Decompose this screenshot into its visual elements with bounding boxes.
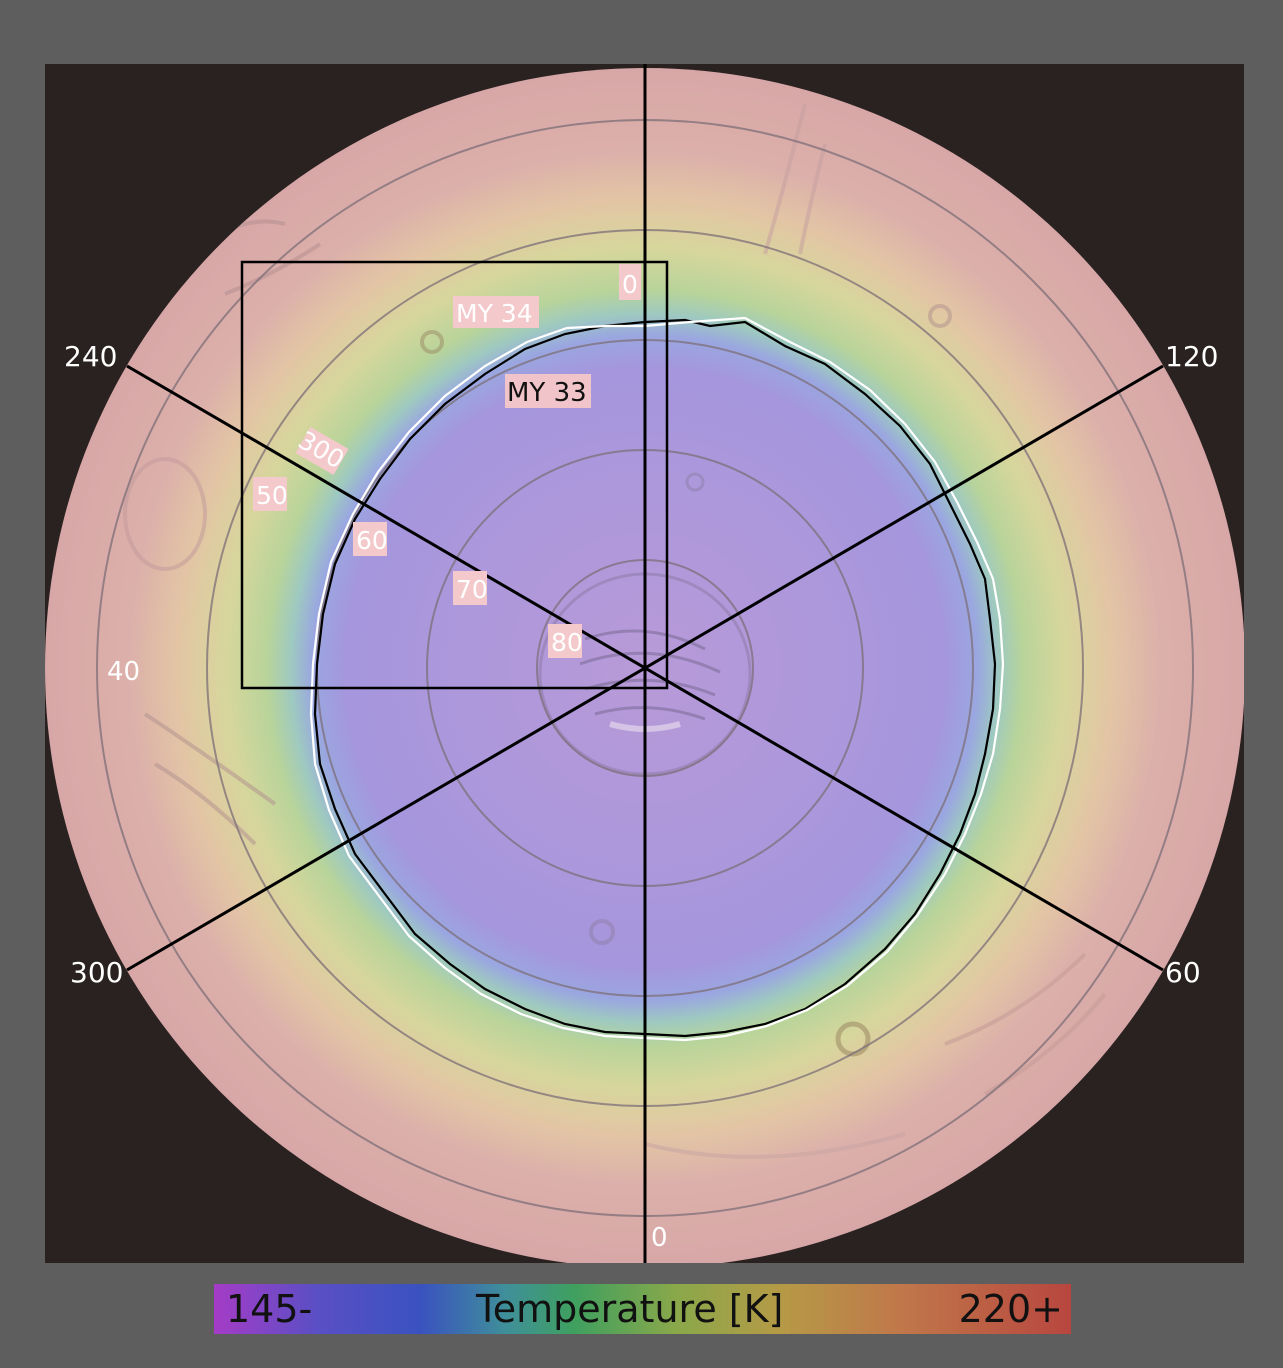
lat-label-40: 40	[107, 657, 140, 687]
lat-label-80: 80	[551, 628, 583, 657]
temperature-colorbar: 145- Temperature [K] 220+	[214, 1284, 1071, 1334]
inset-box	[240, 260, 669, 690]
lat-label-60: 60	[356, 526, 388, 555]
lon-label-0-bottom: 0	[651, 1223, 668, 1253]
contour-label-my33: MY 33	[507, 378, 587, 408]
colorbar-max-label: 220+	[958, 1287, 1063, 1331]
meridian-120-300	[126, 364, 1164, 972]
lon-label-120: 120	[1165, 340, 1219, 373]
colorbar-min-label: 145-	[226, 1287, 313, 1331]
lon-label-300: 300	[70, 956, 124, 989]
colorbar-title: Temperature [K]	[476, 1287, 784, 1331]
latitude-label-backgrounds	[253, 264, 641, 658]
polar-temperature-map: 50 60 70 80 40 0 300 MY 34 MY 33 0	[45, 64, 1244, 1263]
lon-label-240: 240	[64, 340, 118, 373]
meridian-lines	[126, 64, 1164, 1263]
lon-label-60: 60	[1165, 956, 1201, 989]
contour-label-my34: MY 34	[456, 299, 533, 328]
lat-label-50: 50	[256, 481, 288, 510]
contour-my34	[309, 316, 1005, 1042]
lat-label-70: 70	[456, 575, 488, 604]
terrain-texture	[123, 103, 1107, 1159]
map-canvas: 50 60 70 80 40 0 300 MY 34 MY 33 0	[45, 64, 1244, 1263]
contour-my33	[313, 318, 997, 1038]
inset-label-0: 0	[622, 270, 638, 299]
